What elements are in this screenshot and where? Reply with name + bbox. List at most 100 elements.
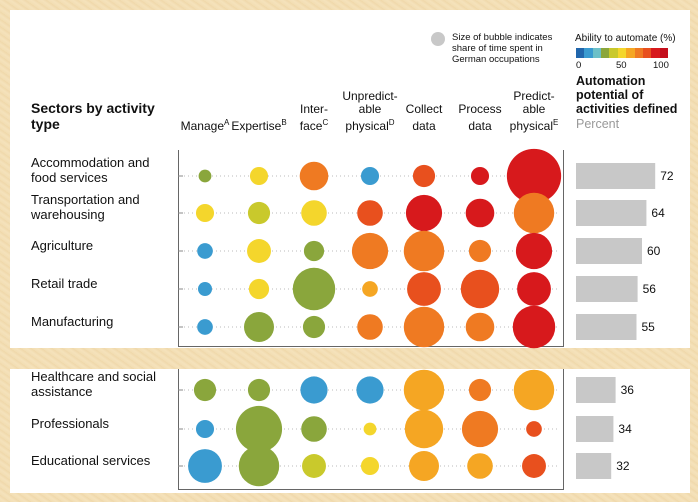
color-swatch	[601, 48, 610, 58]
bubble	[515, 232, 553, 270]
row-label: Professionals	[31, 415, 110, 431]
column-header-line2: able	[522, 102, 546, 116]
bubble	[235, 405, 283, 453]
bubble	[405, 194, 443, 232]
bubble	[363, 422, 377, 436]
size-legend-line-2: share of time spent in	[452, 43, 543, 54]
column-header-line3: ManageA	[169, 116, 241, 133]
size-legend-line-3: German occupations	[452, 54, 540, 65]
bubble	[412, 164, 436, 188]
bubble	[460, 269, 500, 309]
sectors-title-line-1: Sectors by activity	[31, 100, 155, 116]
automation-value-label: 32	[616, 459, 630, 473]
column-header-superscript: D	[388, 118, 395, 127]
bubble	[360, 166, 380, 186]
automation-unit: Percent	[576, 117, 620, 131]
bubble	[513, 369, 555, 411]
color-swatch	[651, 48, 660, 58]
bubble	[513, 192, 555, 234]
color-swatch	[659, 48, 668, 58]
bubble	[195, 419, 215, 439]
bubble	[247, 239, 271, 263]
bubble-grid-top	[178, 150, 564, 347]
row-label: Healthcare and social assistance	[31, 369, 157, 399]
size-legend-bubble	[431, 32, 445, 46]
bubble	[403, 230, 445, 272]
color-swatch	[617, 48, 627, 58]
column-header: Inter-faceC	[278, 90, 350, 133]
column-header-line1: Unpredict-	[342, 89, 398, 103]
color-swatch	[609, 48, 618, 58]
automation-bar	[576, 238, 642, 264]
column-header-line2: Inter-	[299, 102, 328, 116]
bubble	[465, 312, 495, 342]
bubble	[526, 421, 542, 437]
bubble	[302, 454, 326, 478]
bubble	[198, 169, 212, 183]
automation-bar	[576, 276, 638, 302]
bubble	[193, 378, 217, 402]
bubble	[404, 409, 444, 449]
automation-title-line-1: Automation	[576, 74, 646, 88]
automation-value-label: 56	[643, 282, 657, 296]
column-header: Collect data	[388, 90, 460, 133]
bubble	[362, 281, 378, 297]
bubble	[408, 450, 440, 482]
bubble	[248, 278, 270, 300]
scale-tick-0: 0	[576, 60, 582, 71]
bubble	[360, 456, 380, 476]
color-swatch	[576, 48, 585, 58]
sectors-title-line-2: type	[31, 116, 60, 132]
column-header-line1: Predict-	[513, 89, 555, 103]
color-swatch	[642, 48, 652, 58]
column-header-line2: Collect	[405, 102, 443, 116]
column-header: Predict-able physicalE	[498, 90, 570, 133]
row-label: Accommodation and food services	[31, 155, 150, 185]
color-scale-swatches	[576, 48, 668, 58]
column-header-line2: able	[358, 102, 382, 116]
bubble	[407, 272, 441, 306]
automation-value-label: 36	[621, 383, 635, 397]
automation-title-line-2: potential of	[576, 88, 644, 102]
column-header-text: face	[299, 119, 323, 133]
bubble	[470, 166, 490, 186]
bubble	[195, 203, 215, 223]
automation-bar	[576, 453, 612, 479]
bubble	[238, 445, 280, 487]
bubble	[403, 369, 445, 411]
bubble	[468, 239, 492, 263]
bubble	[243, 311, 275, 343]
column-header-line3: data	[444, 116, 516, 133]
column-header: ExpertiseB	[223, 90, 295, 133]
bubble	[301, 200, 327, 226]
column-header-superscript: B	[281, 118, 287, 127]
column-header-superscript: C	[322, 118, 329, 127]
automation-value-label: 34	[618, 422, 632, 436]
bubble	[301, 416, 327, 442]
color-swatch	[626, 48, 635, 58]
automation-value-label: 55	[642, 320, 656, 334]
automation-bar	[576, 200, 647, 226]
column-header-line3: physicalD	[334, 116, 406, 133]
bubble	[357, 200, 383, 226]
automation-bar	[576, 314, 637, 340]
bubble	[357, 314, 383, 340]
bubble	[197, 281, 213, 297]
color-swatch	[584, 48, 593, 58]
scale-tick-100: 100	[653, 60, 669, 71]
bubble	[468, 378, 492, 402]
column-header-line3: data	[388, 116, 460, 133]
column-header-superscript: E	[553, 118, 559, 127]
bubble	[467, 453, 493, 479]
bubble	[506, 148, 562, 204]
row-label: Agriculture	[31, 237, 94, 253]
scale-tick-50: 50	[616, 60, 627, 71]
automation-title-line-3: activities defined	[576, 102, 678, 116]
bubble	[356, 376, 384, 404]
color-swatch	[634, 48, 643, 58]
bubble	[299, 161, 329, 191]
bubble	[461, 410, 499, 448]
automation-bar	[576, 377, 616, 403]
column-header-line3: faceC	[278, 116, 350, 133]
